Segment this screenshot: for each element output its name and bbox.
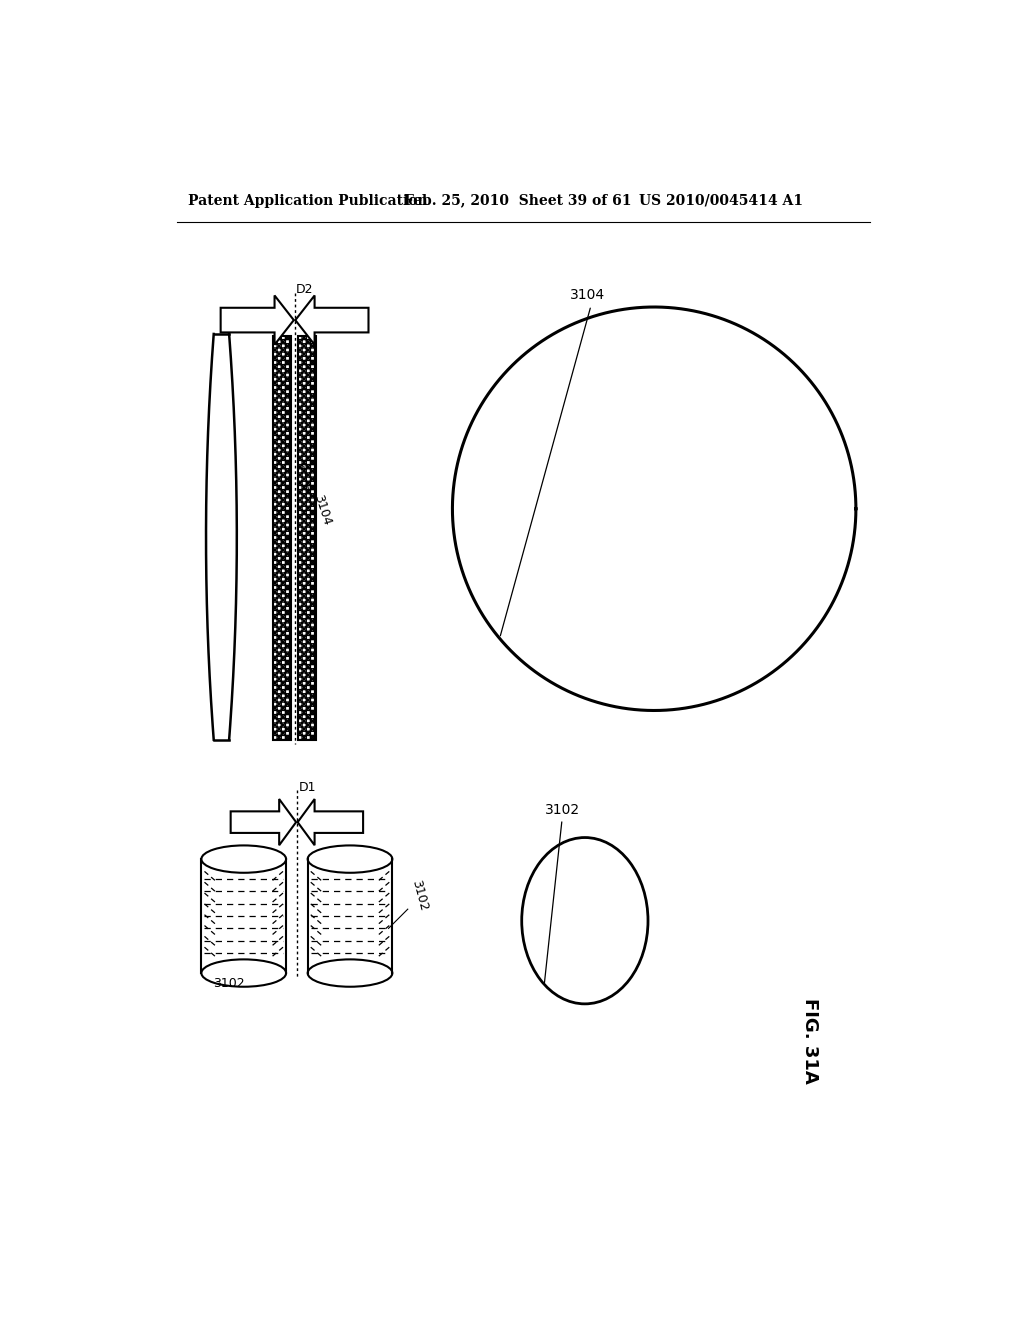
Polygon shape bbox=[230, 799, 296, 845]
Text: 3104: 3104 bbox=[569, 288, 604, 302]
Text: Patent Application Publication: Patent Application Publication bbox=[188, 194, 428, 207]
FancyBboxPatch shape bbox=[298, 335, 316, 739]
Polygon shape bbox=[295, 296, 369, 345]
Text: US 2010/0045414 A1: US 2010/0045414 A1 bbox=[639, 194, 803, 207]
Text: 3104: 3104 bbox=[311, 494, 334, 528]
Text: Feb. 25, 2010  Sheet 39 of 61: Feb. 25, 2010 Sheet 39 of 61 bbox=[403, 194, 632, 207]
FancyBboxPatch shape bbox=[273, 335, 292, 739]
Text: 3102: 3102 bbox=[545, 804, 580, 817]
Text: 3102: 3102 bbox=[410, 878, 430, 912]
Text: D2: D2 bbox=[296, 284, 313, 296]
Polygon shape bbox=[298, 799, 364, 845]
Text: D1: D1 bbox=[298, 781, 316, 795]
Text: 3102: 3102 bbox=[213, 977, 245, 990]
Polygon shape bbox=[220, 296, 294, 345]
Text: FIG. 31A: FIG. 31A bbox=[801, 998, 819, 1084]
